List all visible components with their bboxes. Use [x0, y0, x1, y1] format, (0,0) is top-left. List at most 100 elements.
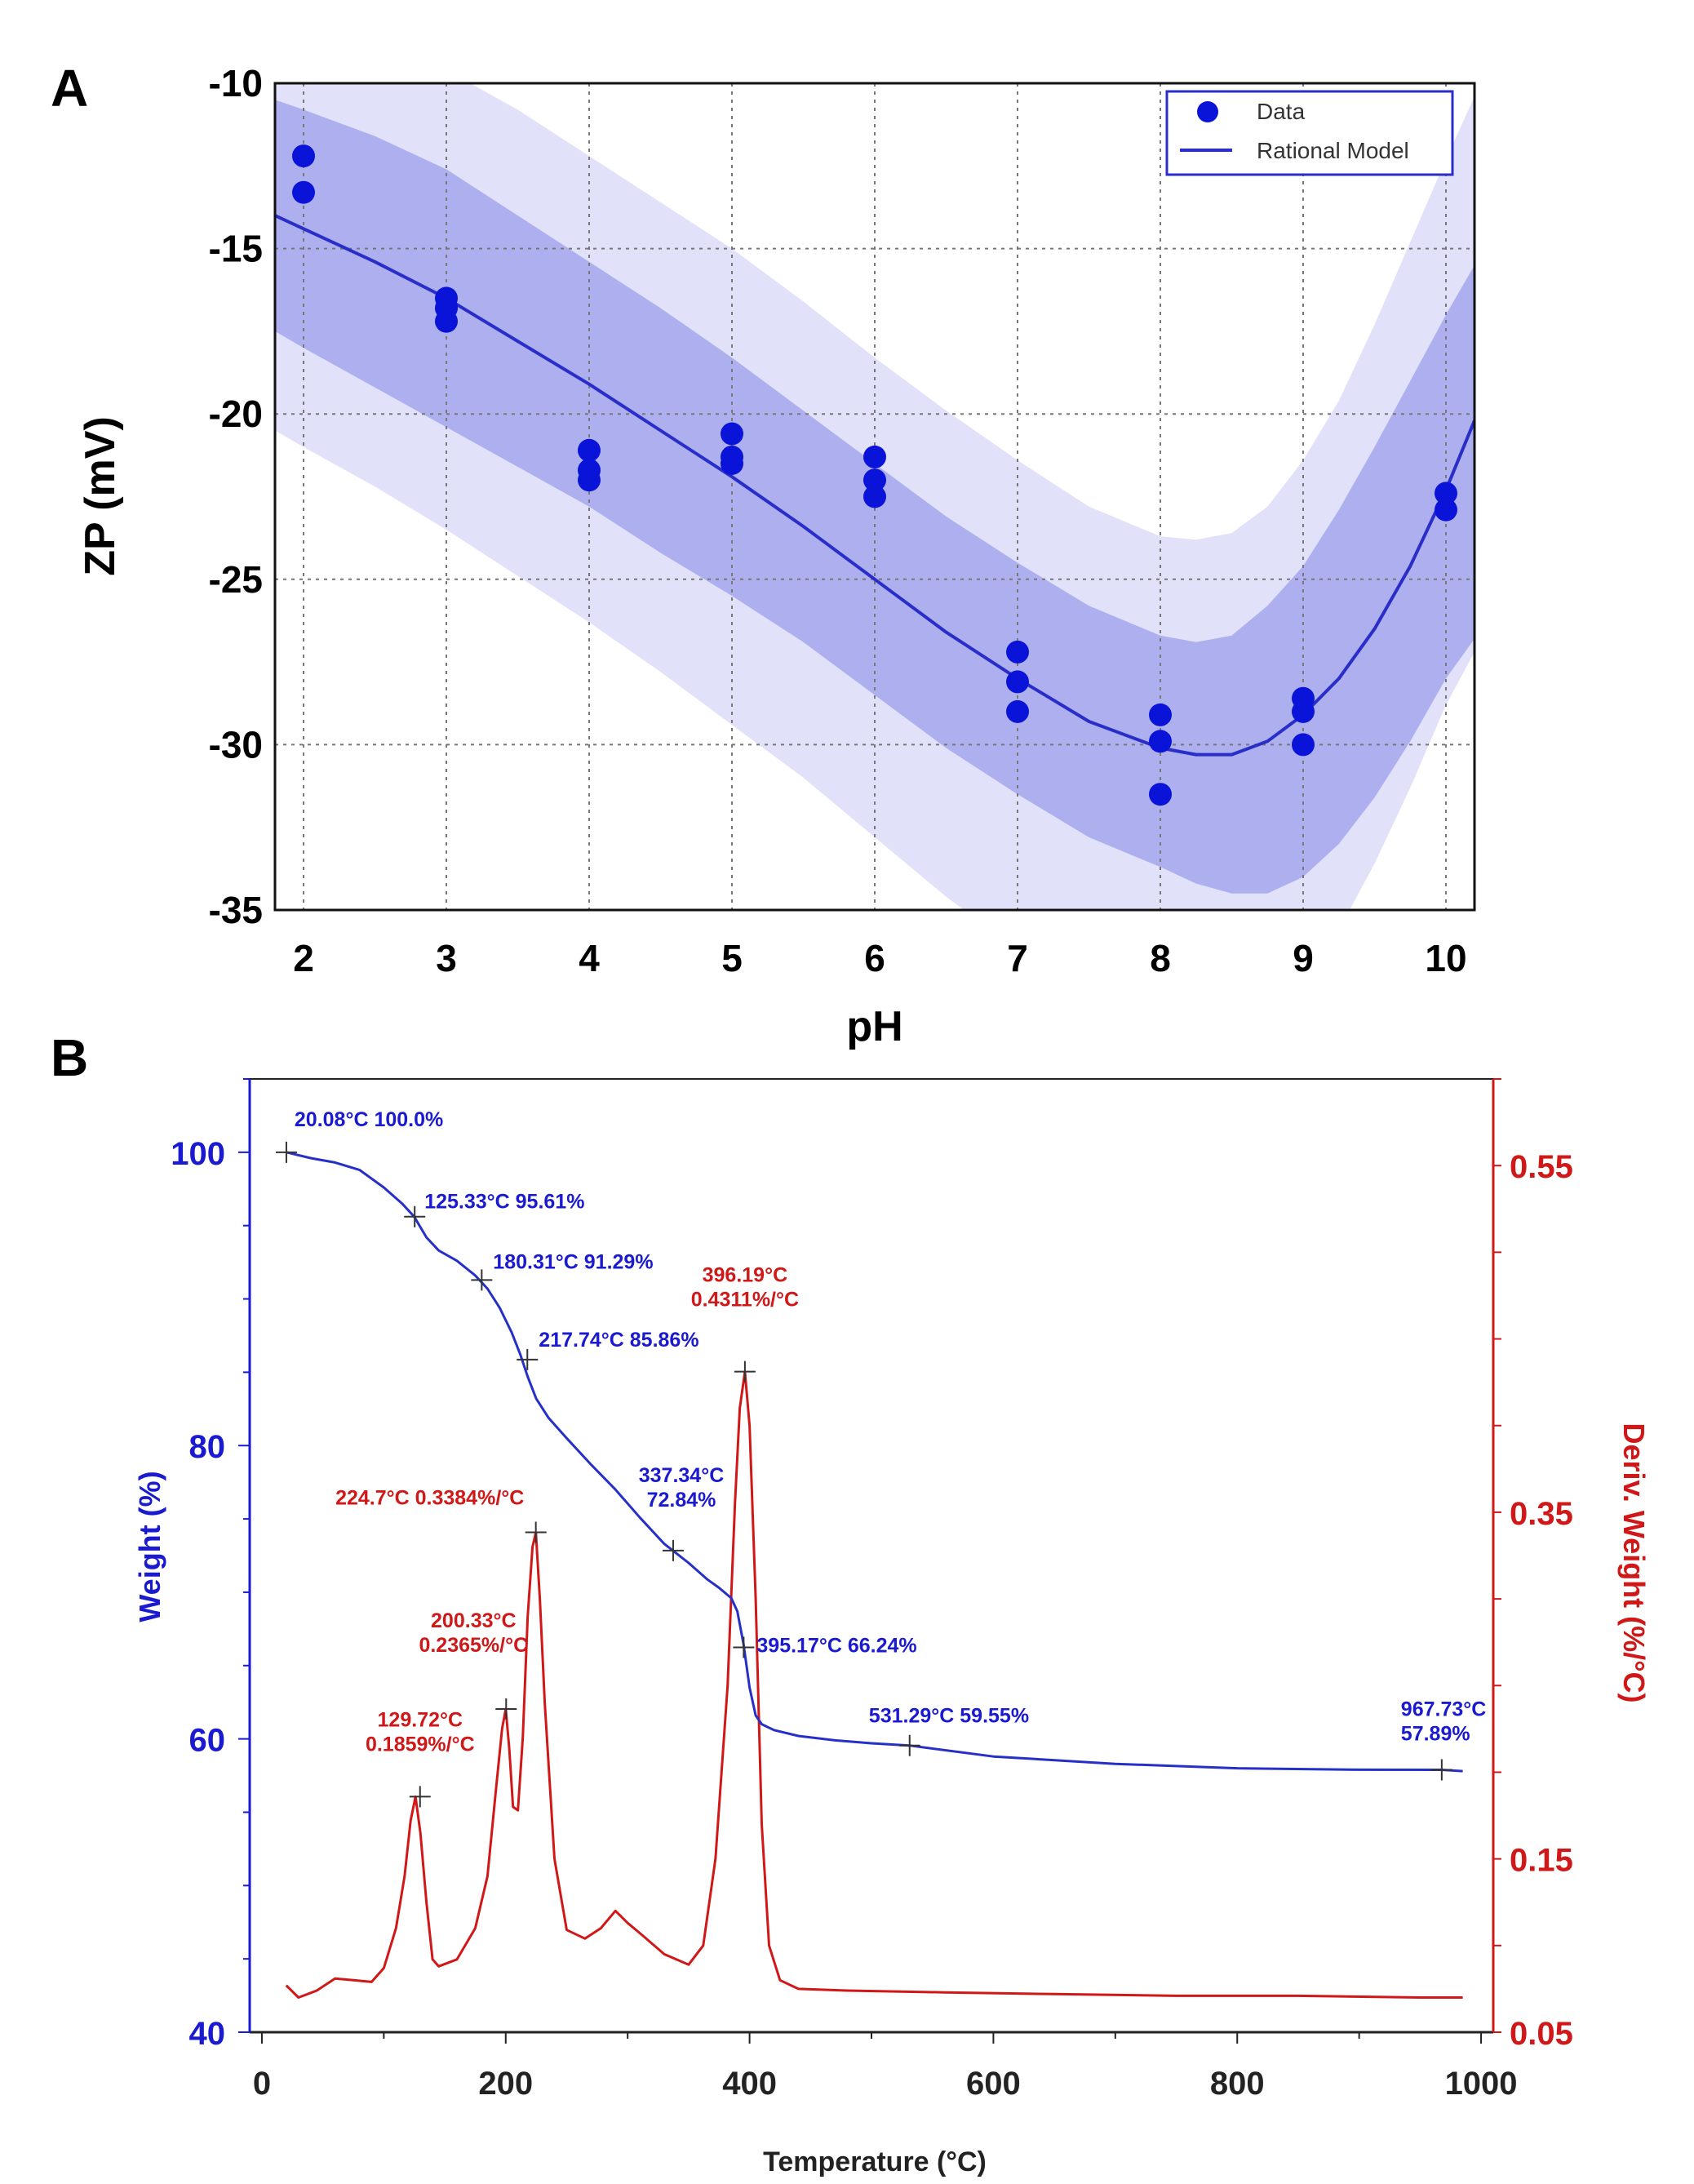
data-point — [721, 422, 743, 446]
y-axis-label-weight: Weight (%) — [133, 1471, 166, 1622]
y-tick-label-weight: 40 — [189, 2016, 226, 2052]
data-point — [1292, 733, 1315, 757]
data-point — [863, 485, 886, 508]
annotation-marker — [495, 1698, 517, 1720]
annotation-marker — [525, 1521, 547, 1543]
annotation-label: 180.31°C 91.29% — [493, 1250, 653, 1273]
x-tick-label-b: 400 — [722, 2066, 777, 2102]
annotation-label: 129.72°C — [378, 1708, 463, 1731]
x-tick-label: 2 — [293, 937, 314, 979]
x-tick-label: 8 — [1150, 937, 1171, 979]
y2-tick-label-deriv: 0.35 — [1510, 1496, 1573, 1532]
annotation-label: 72.84% — [647, 1489, 716, 1511]
annotation-label: 0.4311%/°C — [691, 1289, 799, 1312]
x-axis-label-b: Temperature (°C) — [763, 2146, 987, 2177]
deriv-line — [285, 1370, 1463, 1999]
y-tick-label: -15 — [209, 228, 263, 270]
annotation-marker — [404, 1205, 426, 1227]
y-tick-label: -35 — [209, 889, 263, 931]
plot-frame-a — [273, 82, 1476, 912]
y-tick-label: -30 — [209, 723, 263, 766]
data-point — [435, 309, 458, 333]
data-point — [292, 144, 315, 168]
data-point — [1435, 498, 1457, 522]
y2-tick-label-deriv: 0.05 — [1510, 2016, 1573, 2052]
x-axis-label: pH — [846, 1003, 902, 1050]
data-point — [1435, 482, 1457, 505]
legend-data-label: Data — [1257, 99, 1306, 124]
axes-b: 0 200 400 600 800 1000 40 60 80 100 0.05 0.15 0.35 0.… — [171, 1078, 1573, 2102]
legend-model-label: Rational Model — [1257, 138, 1409, 163]
x-tick-labels: 2 3 4 5 6 7 8 9 10 — [293, 937, 1466, 979]
y-tick-label: -20 — [209, 393, 263, 435]
data-points — [292, 144, 1457, 806]
annotation-label: 125.33°C 95.61% — [424, 1191, 584, 1214]
y-tick-label: -25 — [209, 558, 263, 601]
x-tick-label-b: 0 — [253, 2066, 271, 2102]
data-point — [1006, 640, 1029, 664]
x-tick-label: 3 — [436, 937, 457, 979]
x-tick-label-b: 600 — [966, 2066, 1021, 2102]
x-tick-label: 6 — [864, 937, 885, 979]
annotation-label: 395.17°C 66.24% — [756, 1635, 916, 1658]
annotations: 20.08°C 100.0% 125.33°C 95.61% 180.31°C 91… — [275, 1108, 1487, 1808]
annotation-label: 224.7°C 0.3384%/°C — [335, 1487, 524, 1510]
panel-a-label: A — [51, 59, 88, 118]
y-tick-label-weight: 80 — [189, 1429, 226, 1465]
data-point — [1149, 783, 1172, 806]
annotation-label: 967.73°C — [1401, 1698, 1487, 1721]
annotation-marker — [471, 1269, 493, 1291]
data-point — [863, 468, 886, 492]
y-tick-label-weight: 100 — [171, 1136, 225, 1172]
data-point — [578, 438, 601, 462]
x-tick-label: 7 — [1007, 937, 1028, 979]
data-point — [578, 468, 601, 492]
x-tick-label: 9 — [1293, 937, 1314, 979]
y2-tick-label-deriv: 0.55 — [1510, 1149, 1573, 1185]
legend: Data Rational Model — [1165, 90, 1454, 176]
x-tick-label: 5 — [721, 937, 743, 979]
data-point — [1149, 703, 1172, 726]
annotation-label: 396.19°C — [703, 1264, 788, 1287]
annotation-marker — [409, 1786, 431, 1808]
legend-data-marker — [1197, 101, 1218, 122]
data-point — [863, 445, 886, 468]
data-point — [1149, 730, 1172, 753]
y-tick-label: -10 — [209, 62, 263, 104]
annotation-marker — [733, 1636, 755, 1658]
annotation-marker — [662, 1539, 684, 1561]
x-tick-label-b: 200 — [478, 2066, 533, 2102]
annotation-label: 57.89% — [1401, 1723, 1470, 1746]
annotation-marker — [275, 1141, 297, 1163]
annotation-label: 200.33°C — [431, 1609, 517, 1632]
data-point — [1292, 699, 1315, 723]
data-point — [721, 452, 743, 475]
annotation-marker — [1430, 1759, 1452, 1781]
x-tick-label: 4 — [579, 937, 600, 979]
annotation-label: 0.1859%/°C — [366, 1733, 475, 1756]
x-tick-label-b: 1000 — [1445, 2066, 1518, 2102]
data-point — [1006, 670, 1029, 694]
y-axis-label-deriv: Deriv. Weight (%/°C) — [1617, 1423, 1651, 1702]
annotation-label: 337.34°C — [639, 1464, 725, 1487]
annotation-marker — [734, 1361, 756, 1383]
panel-b-label: B — [51, 1028, 88, 1087]
annotation-label: 217.74°C 85.86% — [539, 1329, 698, 1352]
y2-tick-label-deriv: 0.15 — [1510, 1843, 1573, 1879]
annotation-marker — [517, 1348, 539, 1370]
derivative-weight-curve — [285, 1370, 1463, 1999]
weight-line — [286, 1151, 1463, 1773]
data-point — [292, 180, 315, 204]
annotation-label: 0.2365%/°C — [419, 1634, 528, 1657]
y-tick-labels: -10 -15 -20 -25 -30 -35 — [209, 62, 263, 931]
x-tick-label-b: 800 — [1210, 2066, 1265, 2102]
annotation-label: 20.08°C 100.0% — [295, 1108, 443, 1131]
data-point — [1006, 699, 1029, 723]
annotation-label: 531.29°C 59.55% — [869, 1705, 1029, 1728]
y-tick-label-weight: 60 — [189, 1723, 226, 1759]
x-tick-label: 10 — [1425, 937, 1466, 979]
y-axis-label: ZP (mV) — [77, 416, 124, 576]
annotation-marker — [898, 1734, 920, 1756]
weight-curve — [286, 1151, 1463, 1773]
